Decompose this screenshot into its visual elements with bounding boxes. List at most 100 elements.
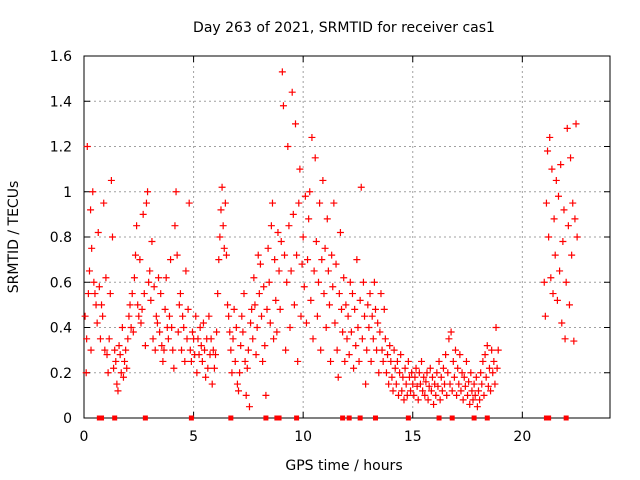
data-point bbox=[188, 328, 196, 336]
data-point bbox=[139, 210, 147, 218]
data-point bbox=[123, 364, 131, 372]
data-point bbox=[320, 290, 328, 298]
data-point bbox=[467, 369, 475, 377]
zero-marker bbox=[346, 415, 352, 421]
data-point bbox=[242, 391, 250, 399]
data-point bbox=[347, 328, 355, 336]
data-point bbox=[238, 312, 246, 320]
data-point bbox=[236, 369, 244, 377]
data-point bbox=[114, 387, 122, 395]
data-point bbox=[359, 278, 367, 286]
data-point bbox=[340, 274, 348, 282]
data-point bbox=[487, 387, 495, 395]
data-point bbox=[438, 387, 446, 395]
data-point bbox=[461, 382, 469, 390]
data-point bbox=[115, 342, 123, 350]
data-point bbox=[228, 369, 236, 377]
data-point bbox=[247, 319, 255, 327]
data-point bbox=[145, 278, 153, 286]
data-point bbox=[81, 312, 89, 320]
data-point bbox=[286, 324, 294, 331]
data-point bbox=[263, 305, 271, 313]
y-tick-label: 1.2 bbox=[50, 140, 72, 156]
data-point bbox=[215, 256, 223, 264]
data-point bbox=[101, 346, 109, 354]
data-point bbox=[93, 319, 101, 327]
data-point bbox=[455, 380, 463, 388]
data-point bbox=[222, 251, 230, 259]
data-point bbox=[408, 369, 416, 377]
data-point bbox=[308, 133, 316, 141]
data-point bbox=[239, 328, 247, 336]
data-point bbox=[479, 357, 487, 365]
data-point bbox=[465, 378, 473, 386]
data-point bbox=[423, 369, 431, 377]
y-tick-label: 1.4 bbox=[50, 94, 72, 110]
data-point bbox=[118, 324, 126, 331]
y-axis-label: SRMTID / TECUs bbox=[6, 181, 22, 294]
x-tick-label: 5 bbox=[189, 429, 198, 445]
data-point bbox=[151, 346, 159, 354]
data-point bbox=[375, 369, 383, 377]
data-point bbox=[565, 301, 573, 309]
zero-marker bbox=[449, 415, 455, 421]
data-point bbox=[255, 290, 263, 298]
data-point bbox=[259, 357, 267, 365]
data-point bbox=[249, 335, 257, 343]
data-point bbox=[306, 188, 314, 196]
zero-marker bbox=[294, 415, 300, 421]
data-point bbox=[298, 260, 306, 268]
data-point bbox=[244, 346, 252, 354]
data-point bbox=[381, 335, 389, 343]
data-point bbox=[453, 391, 461, 399]
zero-marker bbox=[263, 415, 269, 421]
data-point bbox=[424, 396, 432, 404]
data-point bbox=[430, 400, 438, 408]
data-point bbox=[447, 328, 455, 336]
data-point bbox=[156, 328, 164, 336]
data-point bbox=[333, 346, 341, 354]
data-point bbox=[450, 373, 458, 381]
data-point bbox=[385, 380, 393, 388]
data-point bbox=[325, 301, 333, 309]
data-point bbox=[379, 357, 387, 365]
data-point bbox=[310, 267, 318, 275]
data-point bbox=[282, 346, 290, 354]
data-point bbox=[134, 301, 142, 309]
data-point bbox=[399, 373, 407, 381]
data-point bbox=[561, 335, 569, 343]
data-point bbox=[213, 328, 221, 336]
data-point bbox=[94, 228, 102, 236]
data-point bbox=[384, 351, 392, 359]
data-point bbox=[278, 68, 286, 76]
data-point bbox=[391, 364, 399, 372]
data-point bbox=[348, 290, 356, 298]
data-point bbox=[207, 335, 215, 343]
data-point bbox=[301, 192, 309, 200]
data-point bbox=[368, 312, 376, 320]
data-point bbox=[460, 373, 468, 381]
zero-markers bbox=[96, 415, 569, 421]
data-point bbox=[300, 283, 308, 291]
data-point bbox=[346, 278, 354, 286]
data-point bbox=[443, 391, 451, 399]
x-axis-label: GPS time / hours bbox=[285, 458, 402, 474]
data-point bbox=[277, 238, 285, 246]
data-point bbox=[317, 346, 325, 354]
y-tick-label: 0.4 bbox=[50, 321, 72, 337]
data-point bbox=[482, 373, 490, 381]
chart-title: Day 263 of 2021, SRMTID for receiver cas… bbox=[193, 20, 495, 36]
data-point bbox=[357, 183, 365, 191]
data-point bbox=[304, 256, 312, 264]
data-point bbox=[370, 278, 378, 286]
y-tick-label: 0.2 bbox=[50, 366, 72, 382]
data-point bbox=[125, 312, 133, 320]
data-point bbox=[106, 290, 114, 298]
data-point bbox=[220, 244, 228, 252]
data-point bbox=[398, 387, 406, 395]
data-point bbox=[227, 346, 235, 354]
data-point bbox=[179, 312, 187, 320]
zero-marker bbox=[563, 415, 569, 421]
data-point bbox=[256, 260, 264, 268]
